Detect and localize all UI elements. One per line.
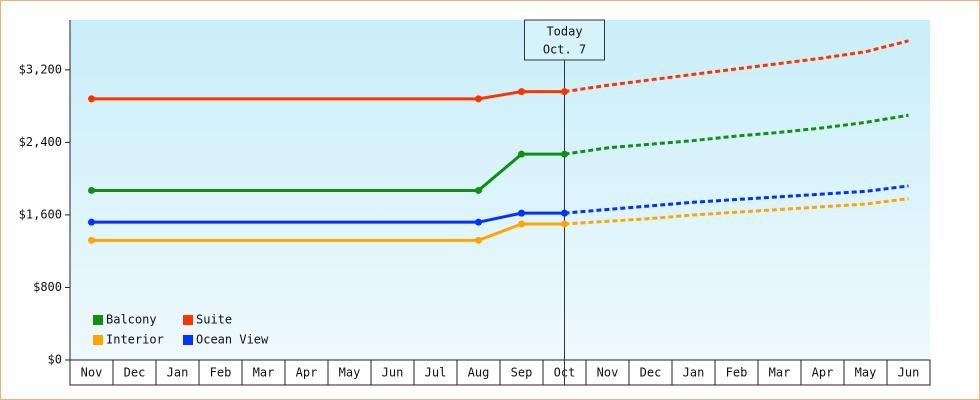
price-point — [88, 186, 95, 194]
month-cell — [671, 359, 716, 386]
month-cell — [585, 359, 630, 386]
price-point — [518, 209, 525, 217]
price-point — [88, 218, 95, 226]
price-point — [561, 150, 568, 158]
legend-swatch — [93, 335, 103, 345]
price-point — [561, 88, 568, 96]
legend-label: Suite — [196, 313, 232, 327]
month-cell — [327, 359, 372, 386]
x-tick-label: Jan — [167, 366, 189, 380]
month-cell — [370, 359, 415, 386]
month-cell — [499, 359, 544, 386]
x-tick-label: May — [339, 366, 361, 380]
month-cell — [886, 359, 931, 386]
y-tick-label: $800 — [33, 280, 62, 294]
x-tick-label: Feb — [726, 366, 748, 380]
x-tick-label: Aug — [468, 366, 490, 380]
price-point — [518, 88, 525, 96]
price-point — [475, 236, 482, 244]
today-label: Oct. 7 — [543, 43, 586, 57]
x-tick-label: Dec — [124, 366, 146, 380]
month-cell — [628, 359, 673, 386]
price-line — [91, 222, 565, 242]
month-cell — [456, 359, 501, 386]
y-tick-label: $1,600 — [19, 207, 62, 221]
x-tick-label: Apr — [812, 366, 834, 380]
legend-swatch — [93, 315, 103, 325]
legend-label: Balcony — [106, 313, 157, 327]
y-tick-label: $3,200 — [19, 62, 62, 76]
projected-line — [564, 39, 909, 94]
x-tick-label: Jun — [382, 366, 404, 380]
projected-line — [564, 184, 909, 215]
x-tick-label: Mar — [769, 366, 791, 380]
x-tick-label: Jul — [425, 366, 447, 380]
x-tick-label: Feb — [210, 366, 232, 380]
legend-label: Ocean View — [196, 333, 269, 347]
month-cell — [757, 359, 802, 386]
x-tick-label: Dec — [640, 366, 662, 380]
x-tick-label: Nov — [597, 366, 619, 380]
month-cell — [714, 359, 759, 386]
price-point — [475, 218, 482, 226]
price-line — [91, 211, 565, 224]
x-tick-label: Jan — [683, 366, 705, 380]
legend-swatch — [183, 315, 193, 325]
x-tick-label: Jun — [898, 366, 920, 380]
price-point — [561, 209, 568, 217]
price-point — [475, 186, 482, 194]
month-cell — [241, 359, 286, 386]
today-label: Today — [546, 25, 582, 39]
y-tick-label: $0 — [48, 353, 62, 367]
legend-swatch — [183, 335, 193, 345]
month-cell — [284, 359, 329, 386]
price-point — [518, 150, 525, 158]
x-tick-label: Sep — [511, 366, 533, 380]
projected-line — [564, 113, 909, 156]
x-tick-label: Mar — [253, 366, 275, 380]
x-tick-label: Apr — [296, 366, 318, 380]
price-point — [88, 95, 95, 103]
price-point — [518, 220, 525, 228]
price-line — [91, 152, 565, 192]
month-cell — [800, 359, 845, 386]
price-line — [91, 90, 565, 101]
legend-label: Interior — [106, 333, 164, 347]
price-point — [561, 220, 568, 228]
today-box — [524, 19, 605, 61]
y-tick-label: $2,400 — [19, 135, 62, 149]
projected-line — [564, 197, 909, 226]
price-point — [475, 95, 482, 103]
x-tick-label: May — [855, 366, 877, 380]
x-tick-label: Nov — [81, 366, 103, 380]
month-cell — [69, 359, 114, 386]
price-point — [88, 236, 95, 244]
